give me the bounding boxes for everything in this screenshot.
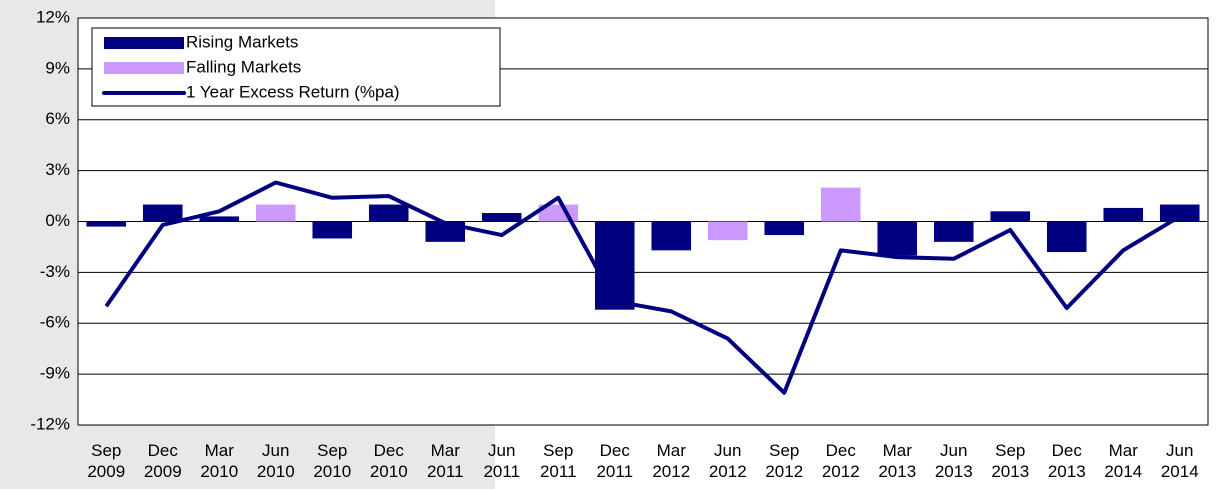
x-tick-label: Sep 2012 (765, 441, 804, 481)
x-tick-label: Sep 2011 (539, 441, 577, 481)
y-tick-label: -3% (40, 262, 70, 281)
bar (764, 221, 805, 236)
x-tick-label: Dec 2010 (369, 441, 408, 481)
x-tick-label: Mar 2013 (878, 441, 917, 481)
line (104, 180, 1181, 395)
x-tick-label: Jun 2011 (483, 441, 521, 481)
x-tick-label: Dec 2012 (821, 441, 860, 481)
legend-swatch (104, 37, 184, 49)
legend-label: Falling Markets (186, 57, 301, 76)
legend-label: Rising Markets (186, 32, 298, 51)
x-tick-label: Mar 2011 (426, 441, 464, 481)
x-tick-label: Mar 2010 (200, 441, 239, 481)
bar (255, 204, 296, 222)
bar (86, 221, 127, 227)
x-tick-label: Sep 2009 (87, 441, 126, 481)
bar (594, 221, 635, 310)
bar (312, 221, 353, 239)
bar (142, 204, 183, 222)
y-tick-label: -6% (40, 313, 70, 332)
y-tick-label: -12% (30, 414, 70, 433)
x-tick-label: Jun 2014 (1160, 441, 1199, 481)
y-tick-label: 12% (36, 7, 70, 26)
y-tick-label: -9% (40, 364, 70, 383)
x-tick-label: Mar 2014 (1104, 441, 1143, 481)
bar (651, 221, 692, 251)
bar (707, 221, 748, 241)
x-tick-label: Dec 2013 (1047, 441, 1086, 481)
y-tick-label: 3% (45, 160, 70, 179)
y-tick-label: 0% (45, 211, 70, 230)
x-tick-label: Mar 2012 (652, 441, 691, 481)
x-tick-label: Jun 2013 (934, 441, 973, 481)
legend-label: 1 Year Excess Return (%pa) (186, 82, 400, 101)
bar (1046, 221, 1087, 253)
y-tick-label: 6% (45, 109, 70, 128)
x-tick-label: Jun 2012 (708, 441, 747, 481)
legend-swatch (104, 62, 184, 74)
x-tick-label: Sep 2010 (313, 441, 352, 481)
x-tick-label: Dec 2009 (143, 441, 182, 481)
plot-border (77, 17, 1209, 426)
y-tick-label: 9% (45, 58, 70, 77)
bar (820, 187, 861, 222)
x-tick-label: Jun 2010 (256, 441, 295, 481)
bar (481, 213, 522, 222)
bar (1103, 207, 1144, 222)
bar (933, 221, 974, 242)
bar (368, 204, 409, 222)
bar (877, 221, 918, 256)
x-tick-label: Dec 2011 (596, 441, 634, 481)
x-tick-label: Sep 2013 (991, 441, 1030, 481)
bar (990, 211, 1031, 222)
bar (199, 216, 240, 222)
bar (1159, 204, 1200, 222)
